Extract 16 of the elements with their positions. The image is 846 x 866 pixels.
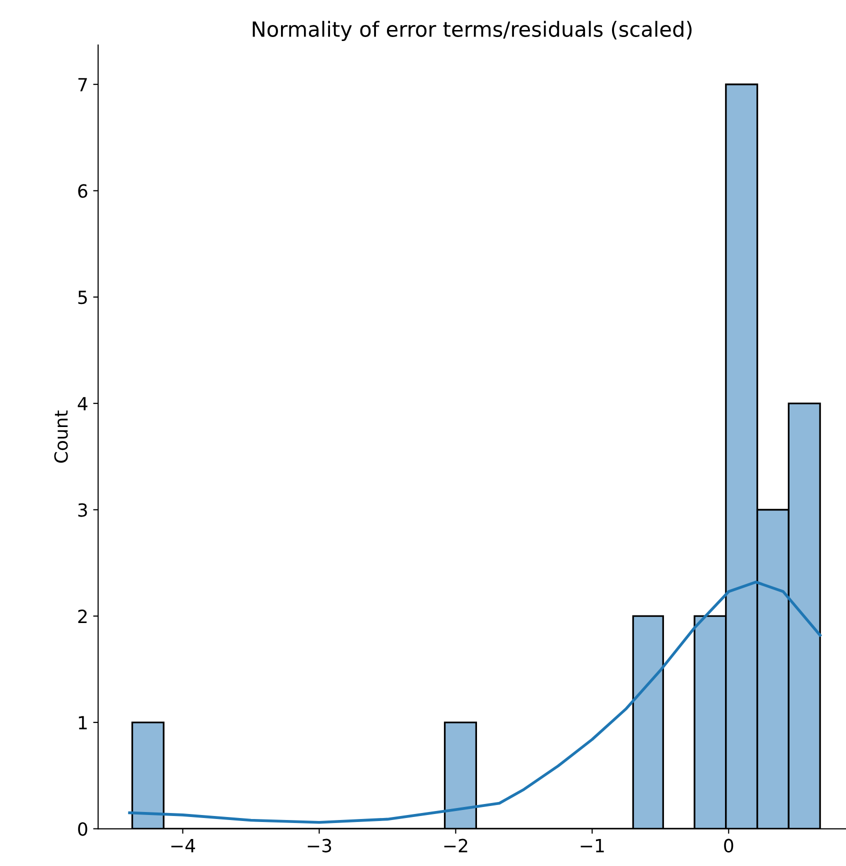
chart-title: Normality of error terms/residuals (scaled) bbox=[252, 20, 692, 42]
line-series bbox=[128, 580, 822, 824]
y-tick-label: 6 bbox=[78, 184, 88, 198]
x-tick-label: −1 bbox=[580, 839, 604, 852]
y-tick-label: 2 bbox=[78, 610, 87, 623]
y-tick-label: 4 bbox=[78, 397, 88, 410]
x-tick-label: −2 bbox=[444, 838, 468, 852]
y-tick-label: 0 bbox=[78, 822, 88, 836]
y-axis-title: Count bbox=[54, 410, 68, 463]
y-tick-label: 5 bbox=[78, 290, 87, 304]
y-tick-label: 3 bbox=[78, 503, 87, 517]
y-tick-label: 1 bbox=[78, 716, 87, 730]
x-tick-label: 0 bbox=[724, 838, 734, 852]
x-tick-label: −4 bbox=[171, 839, 196, 852]
y-tick-label: 7 bbox=[78, 78, 87, 92]
x-tick-label: −3 bbox=[308, 838, 332, 852]
